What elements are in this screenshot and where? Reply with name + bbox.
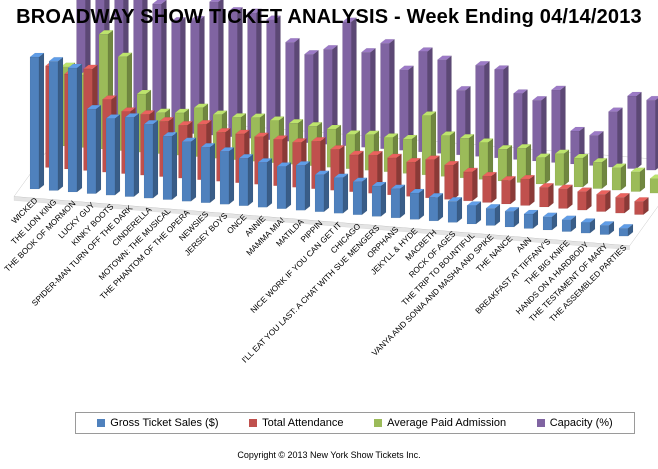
bar-average-paid-admission-ann xyxy=(554,149,570,187)
bar-gross-ticket-sales-spider-man-turn-off-the-dark xyxy=(124,112,140,198)
legend-swatch-gross xyxy=(97,419,106,427)
bar-average-paid-admission-hands-on-a-hardbody xyxy=(611,163,627,191)
bar-gross-ticket-sales-the-testament-of-mary xyxy=(599,220,615,236)
chart-title: BROADWAY SHOW TICKET ANALYSIS - Week End… xyxy=(16,6,642,28)
bar-average-paid-admission-nice-work-if-you-can-get-it xyxy=(364,130,380,171)
bar-gross-ticket-sales-the-nance xyxy=(504,206,520,228)
bar-capacity-once xyxy=(284,37,301,142)
bar-gross-ticket-sales-hands-on-a-hardbody xyxy=(580,217,596,234)
bar-gross-ticket-sales-macbeth xyxy=(428,192,444,222)
legend-label-attendance: Total Attendance xyxy=(262,417,344,429)
bar-average-paid-admission-the-nance xyxy=(535,153,551,185)
bar-gross-ticket-sales-the-trip-to-bountiful xyxy=(466,200,482,225)
bar-gross-ticket-sales-jersey-boys xyxy=(219,146,235,205)
bar-gross-ticket-sales-nice-work-if-you-can-get-it xyxy=(333,173,349,214)
bar-gross-ticket-sales-chicago xyxy=(352,177,368,216)
bar-gross-ticket-sales-the-book-of-mormon xyxy=(67,63,83,193)
legend-label-capacity: Capacity (%) xyxy=(549,417,613,429)
bar-capacity-the-big-knife xyxy=(607,107,624,168)
bar-gross-ticket-sales-the-big-knife xyxy=(561,215,577,233)
legend-entry-capacity: Capacity (%) xyxy=(536,417,613,429)
copyright-text: Copyright © 2013 New York Show Tickets I… xyxy=(237,450,421,460)
bar-total-attendance-orphans xyxy=(405,157,422,197)
legend-swatch-admission xyxy=(374,419,383,427)
bar-total-attendance-vanya-and-sonia-and-masha-and-spike xyxy=(500,175,517,205)
bar-total-attendance-the-big-knife xyxy=(576,187,593,211)
bar-gross-ticket-sales-rock-of-ages xyxy=(447,196,463,223)
bar-gross-ticket-sales-the-lion-king xyxy=(48,56,64,192)
bar-capacity-motown-the-musical xyxy=(208,0,224,136)
bar-gross-ticket-sales-pippin xyxy=(314,170,330,213)
bar-total-attendance-the-nance xyxy=(519,174,536,207)
bar-gross-ticket-sales-matilda xyxy=(295,160,311,211)
legend-entry-gross: Gross Ticket Sales ($) xyxy=(97,417,219,429)
bar-gross-ticket-sales-wicked xyxy=(29,52,45,190)
bar-total-attendance-the-testament-of-mary xyxy=(614,192,631,214)
bar-gross-ticket-sales-i-ll-eat-you-last-a-chat-with-sue-mengers xyxy=(371,181,387,217)
bar-average-paid-admission-vanya-and-sonia-and-masha-and-spike xyxy=(516,143,532,184)
bar-gross-ticket-sales-the-assembled-parties xyxy=(618,223,634,237)
bar-average-paid-admission-macbeth xyxy=(459,133,475,179)
bar-total-attendance-jekyll-hyde xyxy=(424,155,441,199)
legend-label-gross: Gross Ticket Sales ($) xyxy=(110,417,219,429)
bar-gross-ticket-sales-annie xyxy=(257,157,273,208)
bar-total-attendance-macbeth xyxy=(443,160,460,200)
bar-capacity-spider-man-turn-off-the-dark xyxy=(170,16,187,133)
bar-average-paid-admission-the-assembled-parties xyxy=(649,174,658,194)
bar-gross-ticket-sales-vanya-and-sonia-and-masha-and-spike xyxy=(485,203,501,227)
bar-total-attendance-hands-on-a-hardbody xyxy=(595,189,612,213)
bar-total-attendance-the-trip-to-bountiful xyxy=(481,171,498,204)
chart-legend: Gross Ticket Sales ($) Total Attendance … xyxy=(75,412,635,434)
bar-gross-ticket-sales-cinderella xyxy=(143,119,159,199)
bar-average-paid-admission-the-trip-to-bountiful xyxy=(497,144,513,182)
bar-total-attendance-rock-of-ages xyxy=(462,167,479,202)
bar-gross-ticket-sales-kinky-boots xyxy=(105,113,121,196)
bar-gross-ticket-sales-breakfast-at-tiffany-s xyxy=(542,212,558,231)
bar-gross-ticket-sales-ann xyxy=(523,209,539,230)
legend-swatch-attendance xyxy=(249,419,258,427)
bar-gross-ticket-sales-mamma-mia xyxy=(276,161,292,210)
bar-capacity-the-testament-of-mary xyxy=(645,95,658,171)
legend-label-admission: Average Paid Admission xyxy=(387,417,507,429)
bar-average-paid-admission-the-big-knife xyxy=(592,157,608,190)
bar-capacity-mamma-mia xyxy=(322,44,339,145)
bar-average-paid-admission-breakfast-at-tiffany-s xyxy=(573,153,589,188)
bar-capacity-the-phantom-of-the-opera xyxy=(227,6,244,138)
floor-edge xyxy=(13,196,630,251)
bar-gross-ticket-sales-the-phantom-of-the-opera xyxy=(181,137,197,202)
bar-gross-ticket-sales-orphans xyxy=(390,184,406,219)
bar-capacity-rock-of-ages xyxy=(493,64,510,159)
bar-gross-ticket-sales-once xyxy=(238,153,254,207)
legend-entry-attendance: Total Attendance xyxy=(249,417,343,429)
chart-bars xyxy=(29,0,658,237)
bar-average-paid-admission-rock-of-ages xyxy=(478,137,494,180)
bar-capacity-nice-work-if-you-can-get-it xyxy=(379,38,396,150)
bar-capacity-hands-on-a-hardbody xyxy=(626,91,643,170)
bar-total-attendance-i-ll-eat-you-last-a-chat-with-sue-mengers xyxy=(386,153,403,196)
bar-capacity-jersey-boys xyxy=(265,15,282,141)
bar-capacity-annie xyxy=(303,49,320,144)
bar-total-attendance-ann xyxy=(538,182,555,208)
bar-gross-ticket-sales-lucky-guy xyxy=(86,104,102,195)
bar-average-paid-admission-the-testament-of-mary xyxy=(630,167,646,193)
bar-capacity-vanya-and-sonia-and-masha-and-spike xyxy=(531,95,548,162)
bar-total-attendance-the-assembled-parties xyxy=(633,196,650,216)
bar-gross-ticket-sales-newsies xyxy=(200,142,216,204)
bar-gross-ticket-sales-motown-the-musical xyxy=(162,131,178,201)
legend-entry-admission: Average Paid Admission xyxy=(374,417,506,429)
bar-total-attendance-breakfast-at-tiffany-s xyxy=(557,184,574,210)
legend-swatch-capacity xyxy=(536,419,545,427)
bar-gross-ticket-sales-jekyll-hyde xyxy=(409,188,425,220)
bar-capacity-matilda xyxy=(341,17,358,147)
